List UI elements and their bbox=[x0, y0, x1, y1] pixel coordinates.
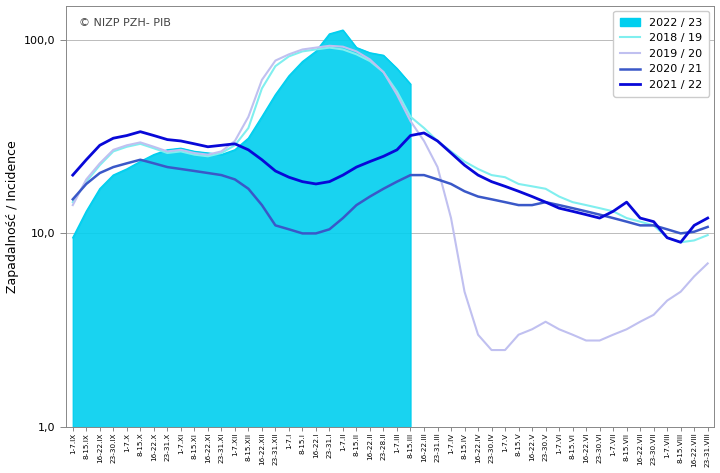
Legend: 2022 / 23, 2018 / 19, 2019 / 20, 2020 / 21, 2021 / 22: 2022 / 23, 2018 / 19, 2019 / 20, 2020 / … bbox=[613, 11, 709, 96]
Y-axis label: Zapadalność / Incidence: Zapadalność / Incidence bbox=[6, 140, 19, 293]
Text: © NIZP PZH- PIB: © NIZP PZH- PIB bbox=[79, 18, 171, 28]
